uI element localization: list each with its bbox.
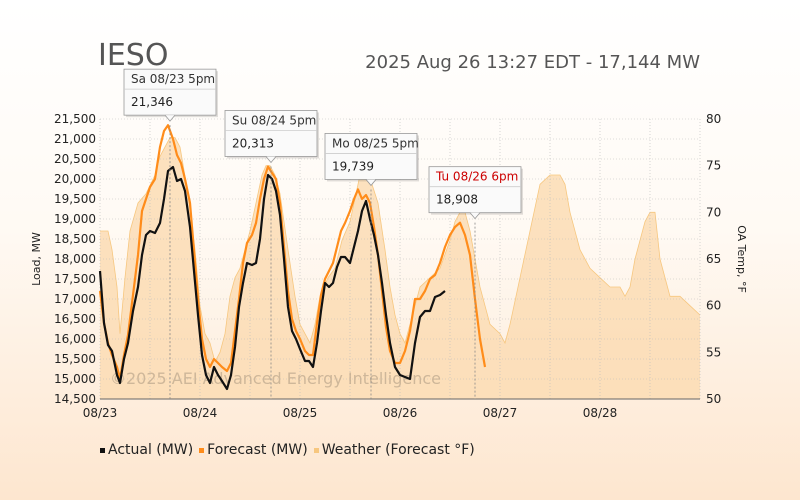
callout-value: 20,313 bbox=[232, 136, 274, 150]
chart-title: IESO bbox=[98, 38, 169, 73]
y-tick-label: 15,500 bbox=[54, 352, 96, 366]
forecast-line bbox=[98, 124, 487, 381]
y-tick-label: 14,500 bbox=[54, 392, 96, 406]
y-tick-label: 18,500 bbox=[54, 232, 96, 246]
callout-label: Su 08/24 5pm bbox=[232, 113, 316, 127]
watermark-text: ©2025 AEI Advanced Energy Intelligence bbox=[110, 369, 441, 388]
callout-pointer bbox=[365, 179, 377, 187]
series-layer bbox=[98, 124, 487, 391]
actual-line bbox=[98, 165, 446, 391]
y-tick-label: 16,500 bbox=[54, 312, 96, 326]
y2-tick-label: 55 bbox=[706, 345, 721, 359]
callout-pointer bbox=[164, 114, 176, 122]
peak-callout: Mo 08/25 5pm 19,739 bbox=[324, 133, 419, 399]
annotation-layer: Sa 08/23 5pm 21,346 Su 08/24 5pm 20,313 Mo 0… bbox=[123, 68, 523, 399]
peak-callout: Tu 08/26 6pm 18,908 bbox=[428, 166, 523, 399]
x-tick-label: 08/25 bbox=[283, 406, 318, 420]
y2-axis-title: OA Temp, °F bbox=[735, 225, 748, 293]
y-tick-label: 17,500 bbox=[54, 272, 96, 286]
y-tick-label: 19,000 bbox=[54, 212, 96, 226]
y-tick-label: 19,500 bbox=[54, 192, 96, 206]
callout-pointer bbox=[469, 212, 481, 220]
legend-swatch-weather bbox=[313, 447, 319, 453]
callout-pointer bbox=[265, 156, 277, 164]
legend-label-weather: Weather (Forecast °F) bbox=[321, 442, 475, 458]
x-tick-label: 08/23 bbox=[83, 406, 118, 420]
legend-item-weather[interactable]: Weather (Forecast °F) bbox=[313, 442, 475, 458]
callout-label: Tu 08/26 6pm bbox=[435, 170, 518, 184]
y2-tick-label: 65 bbox=[706, 252, 721, 266]
callout-value: 19,739 bbox=[332, 159, 374, 173]
peak-callout: Sa 08/23 5pm 21,346 bbox=[123, 68, 218, 399]
y-axis-title: Load, MW bbox=[30, 232, 43, 286]
callout-box bbox=[324, 133, 418, 180]
callout-box bbox=[123, 68, 217, 116]
callout-label: Sa 08/23 5pm bbox=[131, 72, 215, 86]
grid-layer bbox=[99, 118, 701, 400]
y-tick-label: 21,500 bbox=[54, 112, 96, 126]
legend-label-actual: Actual (MW) bbox=[108, 442, 194, 458]
callout-box bbox=[224, 110, 318, 157]
x-tick-label: 08/24 bbox=[183, 406, 218, 420]
y-tick-label: 16,000 bbox=[54, 332, 96, 346]
y-tick-label: 15,000 bbox=[54, 372, 96, 386]
x-tick-label: 08/26 bbox=[383, 406, 418, 420]
callout-value: 21,346 bbox=[131, 95, 173, 109]
peak-callout: Su 08/24 5pm 20,313 bbox=[224, 110, 319, 399]
x-tick-label: 08/27 bbox=[483, 406, 518, 420]
callout-label: Mo 08/25 5pm bbox=[332, 136, 419, 150]
y2-tick-label: 80 bbox=[706, 112, 721, 126]
legend: Actual (MW) Forecast (MW) Weather (Forec… bbox=[100, 442, 475, 458]
axis-layer: 14,500 15,000 15,500 16,000 16,500 17,000 17,5… bbox=[30, 112, 748, 420]
y-tick-label: 20,000 bbox=[54, 172, 96, 186]
y-tick-label: 18,000 bbox=[54, 252, 96, 266]
y-tick-label: 20,500 bbox=[54, 152, 96, 166]
y2-tick-label: 75 bbox=[706, 159, 721, 173]
callout-value: 18,908 bbox=[436, 193, 478, 207]
legend-item-actual[interactable]: Actual (MW) bbox=[100, 442, 193, 458]
legend-swatch-actual bbox=[100, 447, 105, 453]
y2-tick-label: 70 bbox=[706, 205, 721, 219]
legend-item-forecast[interactable]: Forecast (MW) bbox=[199, 442, 308, 458]
watermark-layer: ©2025 AEI Advanced Energy Intelligence bbox=[110, 369, 441, 388]
y-tick-label: 17,000 bbox=[54, 292, 96, 306]
chart-subtitle: 2025 Aug 26 13:27 EDT - 17,144 MW bbox=[365, 52, 700, 73]
callout-box bbox=[428, 166, 522, 214]
y-tick-label: 21,000 bbox=[54, 132, 96, 146]
y2-tick-label: 50 bbox=[706, 392, 721, 406]
y2-tick-label: 60 bbox=[706, 299, 721, 313]
legend-swatch-forecast bbox=[199, 447, 205, 453]
legend-label-forecast: Forecast (MW) bbox=[207, 442, 308, 458]
x-tick-label: 08/28 bbox=[583, 406, 618, 420]
